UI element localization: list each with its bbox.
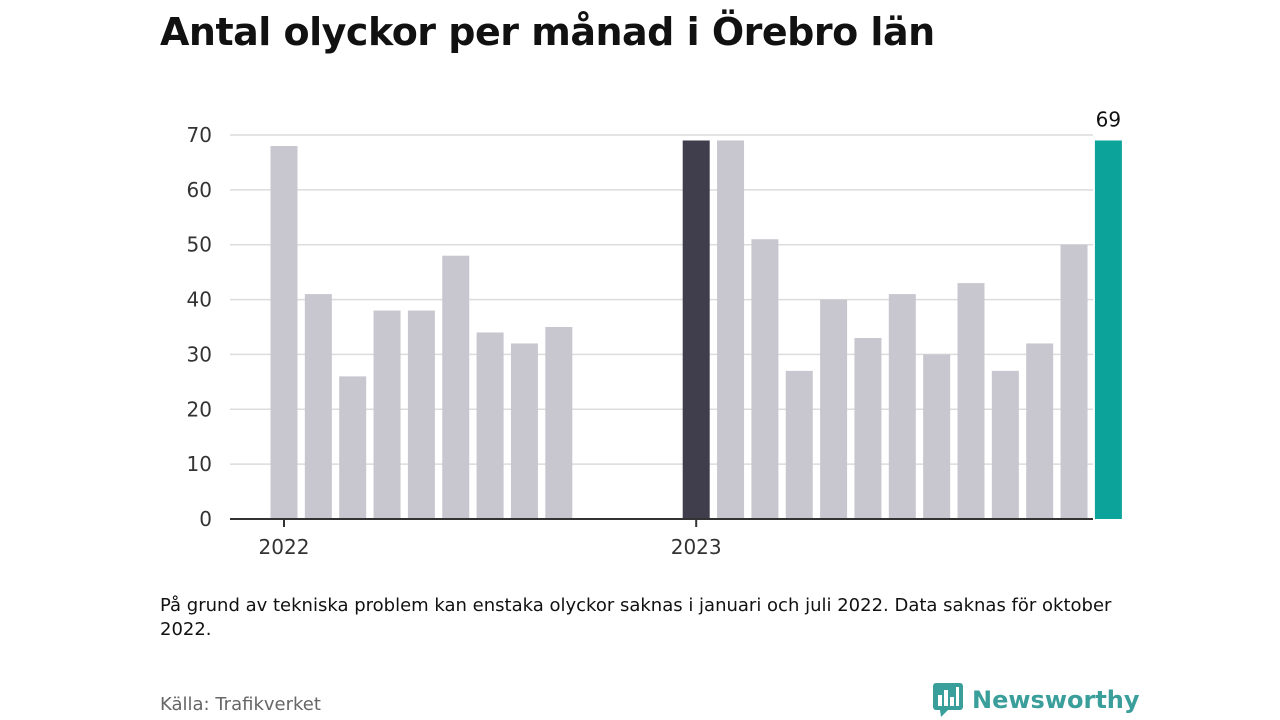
y-tick-label: 70 [187,123,212,147]
bar [476,332,504,519]
bar [717,140,745,519]
bar [923,354,951,519]
bar [510,343,538,519]
y-tick-label: 0 [199,507,212,531]
y-tick-label: 50 [187,233,212,257]
bar-chart: 0 10 20 30 40 50 60 70 2022 2023 69 [187,107,1122,559]
bar [854,337,882,519]
bar [1026,343,1054,519]
bar [407,310,435,519]
bar [751,239,779,519]
bar [682,140,710,519]
bar [545,327,573,519]
data-label: 69 [1096,107,1121,131]
bar [304,294,332,519]
brand-logo[interactable]: Newsworthy [932,682,1140,718]
bar [339,376,367,519]
chart-title: Antal olyckor per månad i Örebro län [160,10,935,54]
x-tick-label: 2022 [259,535,310,559]
axes [230,518,1093,527]
y-tick-label: 40 [187,288,212,312]
brand-name: Newsworthy [972,686,1140,714]
bar [991,370,1019,519]
bar [1094,140,1122,519]
bar [820,299,848,519]
labels: 0 10 20 30 40 50 60 70 2022 2023 69 [187,107,1122,559]
y-tick-label: 60 [187,178,212,202]
bar [785,370,813,519]
bar [957,283,985,519]
bars [270,140,1122,519]
bar [1060,244,1088,519]
source-label: Källa: Trafikverket [160,694,321,715]
x-tick-label: 2023 [671,535,722,559]
chart-footnote: På grund av tekniska problem kan enstaka… [160,595,1112,640]
y-tick-label: 20 [187,397,212,421]
bar [442,255,470,519]
y-tick-label: 10 [187,452,212,476]
y-tick-label: 30 [187,342,212,366]
bar [270,145,298,519]
bar [888,294,916,519]
bar [373,310,401,519]
newsworthy-logo-icon [933,683,963,717]
